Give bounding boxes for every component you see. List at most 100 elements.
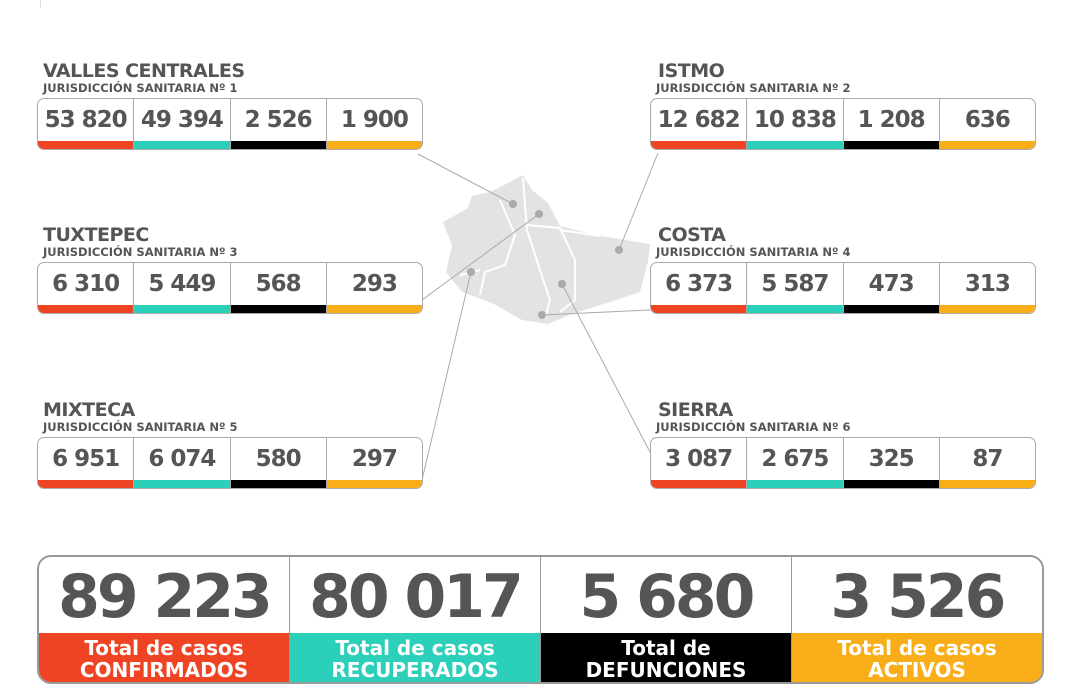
stat-color-bar (939, 141, 1035, 149)
stat-value: 1 208 (857, 107, 926, 133)
stat-color-bar (230, 305, 326, 313)
region-name: COSTA (658, 224, 726, 246)
region-name: TUXTEPEC (43, 224, 149, 246)
total-label: ACTIVOS (868, 658, 966, 682)
stat-value: 297 (351, 446, 398, 472)
stat-cell: 293 (326, 263, 422, 313)
stat-color-bar (747, 305, 843, 313)
stat-color-bar (651, 141, 747, 149)
stat-cell: 6 373 (651, 263, 748, 313)
stat-color-bar (747, 480, 843, 488)
stat-value: 636 (964, 107, 1011, 133)
region-card: MIXTECA JURISDICCIÓN SANITARIA Nº 5 6 95… (37, 400, 423, 489)
map-silhouette (443, 175, 650, 324)
stat-color-bar (38, 480, 134, 488)
stat-value: 6 074 (148, 446, 216, 472)
stat-value: 313 (964, 271, 1011, 297)
stat-cell: 5 449 (134, 263, 231, 313)
region-name: VALLES CENTRALES (43, 60, 245, 82)
stat-value: 6 310 (52, 271, 120, 297)
total-activos: 3 526 Total de casos ACTIVOS (792, 557, 1042, 682)
region-stats: 6 373 5 587 473 313 (650, 262, 1036, 314)
stat-value: 2 526 (244, 107, 313, 133)
total-defunciones: 5 680 Total de DEFUNCIONES (541, 557, 792, 682)
stat-cell: 6 951 (38, 438, 135, 488)
stat-color-bar (38, 141, 134, 149)
stat-color-bar (747, 141, 843, 149)
region-stats: 6 310 5 449 568 293 (37, 262, 423, 314)
region-subtitle: JURISDICCIÓN SANITARIA Nº 5 (43, 420, 238, 434)
stat-cell: 313 (939, 263, 1035, 313)
stat-color-bar (134, 480, 230, 488)
stat-cell: 636 (939, 99, 1035, 149)
region-name: ISTMO (658, 60, 725, 82)
stat-color-bar (326, 305, 422, 313)
region-card: ISTMO JURISDICCIÓN SANITARIA Nº 2 12 682… (650, 61, 1036, 150)
stat-value: 580 (255, 446, 302, 472)
region-stats: 6 951 6 074 580 297 (37, 437, 423, 489)
region-stats: 53 820 49 394 2 526 1 900 (37, 98, 423, 150)
stat-color-bar (651, 305, 747, 313)
total-recuperados: 80 017 Total de casos RECUPERADOS (290, 557, 541, 682)
stat-color-bar (38, 305, 134, 313)
stat-color-bar (326, 141, 422, 149)
stat-color-bar (326, 480, 422, 488)
stat-value: 87 (972, 446, 1003, 472)
region-subtitle: JURISDICCIÓN SANITARIA Nº 6 (656, 420, 851, 434)
total-value: 5 680 (579, 562, 756, 632)
stat-color-bar (843, 305, 939, 313)
stat-value: 568 (255, 271, 302, 297)
region-name: MIXTECA (43, 399, 135, 421)
stat-color-bar (134, 141, 230, 149)
stat-value: 10 838 (753, 107, 837, 133)
region-card: SIERRA JURISDICCIÓN SANITARIA Nº 6 3 087… (650, 400, 1036, 489)
stat-cell: 568 (230, 263, 327, 313)
stat-cell: 2 675 (747, 438, 844, 488)
stat-value: 5 449 (148, 271, 216, 297)
total-label: Total de casos (837, 636, 997, 660)
total-value: 3 526 (830, 562, 1007, 632)
stat-value: 12 682 (657, 107, 741, 133)
region-card: VALLES CENTRALES JURISDICCIÓN SANITARIA … (37, 61, 423, 150)
total-label: RECUPERADOS (331, 658, 499, 682)
stat-value: 325 (868, 446, 915, 472)
stat-cell: 6 074 (134, 438, 231, 488)
stat-color-bar (230, 480, 326, 488)
stat-color-bar (939, 480, 1035, 488)
stat-color-bar (651, 480, 747, 488)
stat-value: 6 373 (665, 271, 733, 297)
region-subtitle: JURISDICCIÓN SANITARIA Nº 2 (656, 81, 851, 95)
stat-color-bar (843, 141, 939, 149)
stat-cell: 53 820 (38, 99, 135, 149)
total-confirmados: 89 223 Total de casos CONFIRMADOS (39, 557, 290, 682)
stat-value: 49 394 (140, 107, 224, 133)
stat-cell: 1 900 (326, 99, 422, 149)
stat-cell: 297 (326, 438, 422, 488)
stat-value: 5 587 (761, 271, 829, 297)
stat-color-bar (843, 480, 939, 488)
region-name: SIERRA (658, 399, 733, 421)
connector-lines (417, 152, 659, 481)
stat-cell: 87 (939, 438, 1035, 488)
stat-color-bar (230, 141, 326, 149)
total-label: CONFIRMADOS (79, 658, 249, 682)
region-subtitle: JURISDICCIÓN SANITARIA Nº 1 (43, 81, 238, 95)
total-label: DEFUNCIONES (585, 658, 747, 682)
map-region-borders (459, 177, 601, 319)
stat-value: 6 951 (52, 446, 120, 472)
total-value: 89 223 (58, 562, 273, 632)
total-value: 80 017 (309, 562, 524, 632)
region-subtitle: JURISDICCIÓN SANITARIA Nº 3 (43, 245, 238, 259)
stat-cell: 2 526 (230, 99, 327, 149)
stat-cell: 1 208 (843, 99, 940, 149)
region-card: TUXTEPEC JURISDICCIÓN SANITARIA Nº 3 6 3… (37, 225, 423, 314)
stat-color-bar (134, 305, 230, 313)
stat-cell: 5 587 (747, 263, 844, 313)
stat-value: 1 900 (340, 107, 409, 133)
stat-value: 2 675 (761, 446, 829, 472)
total-label: Total de casos (335, 636, 495, 660)
totals-panel: 89 223 Total de casos CONFIRMADOS 80 017 … (37, 555, 1044, 684)
region-card: COSTA JURISDICCIÓN SANITARIA Nº 4 6 373 5… (650, 225, 1036, 314)
stat-cell: 580 (230, 438, 327, 488)
region-stats: 3 087 2 675 325 87 (650, 437, 1036, 489)
